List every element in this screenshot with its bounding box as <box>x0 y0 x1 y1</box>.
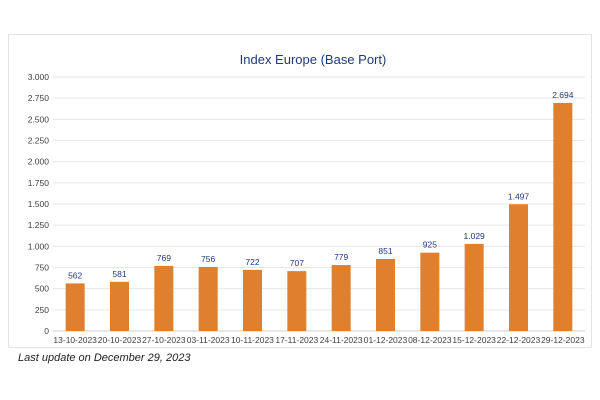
bar <box>65 283 85 331</box>
bar <box>509 204 528 331</box>
chart-title: Index Europe (Base Port) <box>240 52 387 67</box>
y-tick-label: 250 <box>35 305 49 315</box>
data-label: 2.694 <box>552 90 574 100</box>
x-tick-label: 01-12-2023 <box>364 335 408 345</box>
y-tick-label: 750 <box>35 263 49 273</box>
x-axis-ticks: 13-10-2023 20-10-2023 27-10-2023 03-11-2023… <box>53 335 584 345</box>
x-tick-label: 20-10-2023 <box>98 335 142 345</box>
bar <box>420 252 440 331</box>
y-tick-label: 0 <box>44 326 49 336</box>
bar <box>243 269 262 331</box>
x-tick-label: 13-10-2023 <box>53 335 97 345</box>
x-tick-label: 27-10-2023 <box>142 335 186 345</box>
bars <box>65 102 573 332</box>
y-tick-label: 1.500 <box>28 199 50 209</box>
y-tick-label: 1.250 <box>28 220 50 230</box>
last-update-note: Last update on December 29, 2023 <box>18 352 191 364</box>
data-label: 769 <box>157 253 171 263</box>
y-tick-label: 1.000 <box>28 241 50 251</box>
x-tick-label: 10-11-2023 <box>231 335 274 345</box>
x-tick-label: 22-12-2023 <box>497 335 541 345</box>
data-label: 581 <box>112 269 126 279</box>
data-label: 1.497 <box>508 191 530 201</box>
x-tick-label: 29-12-2023 <box>541 335 585 345</box>
y-tick-label: 3.000 <box>28 72 50 82</box>
bar <box>198 266 218 331</box>
y-tick-label: 500 <box>35 284 49 294</box>
y-axis-ticks: 0 250 500 750 1.000 1.250 1.500 1.750 2.000 2.250… <box>28 72 50 336</box>
bar <box>110 281 129 331</box>
bar <box>287 271 307 331</box>
y-tick-label: 1.750 <box>28 178 50 188</box>
data-label: 925 <box>423 240 437 250</box>
x-tick-label: 08-12-2023 <box>408 335 452 345</box>
x-tick-label: 17-11-2023 <box>275 335 318 345</box>
chart-container: Index Europe (Base Port) 0 250 500 750 1.000… <box>8 34 592 348</box>
x-tick-label: 15-12-2023 <box>452 335 496 345</box>
data-label: 1.029 <box>464 231 486 241</box>
gridlines <box>53 76 585 332</box>
data-label: 722 <box>245 257 259 267</box>
data-label: 851 <box>378 246 392 256</box>
bar <box>376 258 395 331</box>
y-tick-label: 2.000 <box>28 157 50 167</box>
x-tick-label: 24-11-2023 <box>320 335 363 345</box>
bar <box>464 243 484 331</box>
bar <box>154 265 174 331</box>
x-tick-label: 03-11-2023 <box>187 335 230 345</box>
y-tick-label: 2.250 <box>28 136 50 146</box>
bar <box>331 265 351 331</box>
data-label: 707 <box>290 258 304 268</box>
data-labels: 562 581 769 756 722 707 779 851 925 1.029 1.497 2.6… <box>68 90 574 281</box>
bar-chart: Index Europe (Base Port) 0 250 500 750 1.000… <box>28 52 585 345</box>
y-tick-label: 2.750 <box>28 93 50 103</box>
data-label: 756 <box>201 254 215 264</box>
y-tick-label: 2.500 <box>28 114 50 124</box>
bar <box>553 102 573 332</box>
data-label: 779 <box>334 252 348 262</box>
data-label: 562 <box>68 270 82 280</box>
